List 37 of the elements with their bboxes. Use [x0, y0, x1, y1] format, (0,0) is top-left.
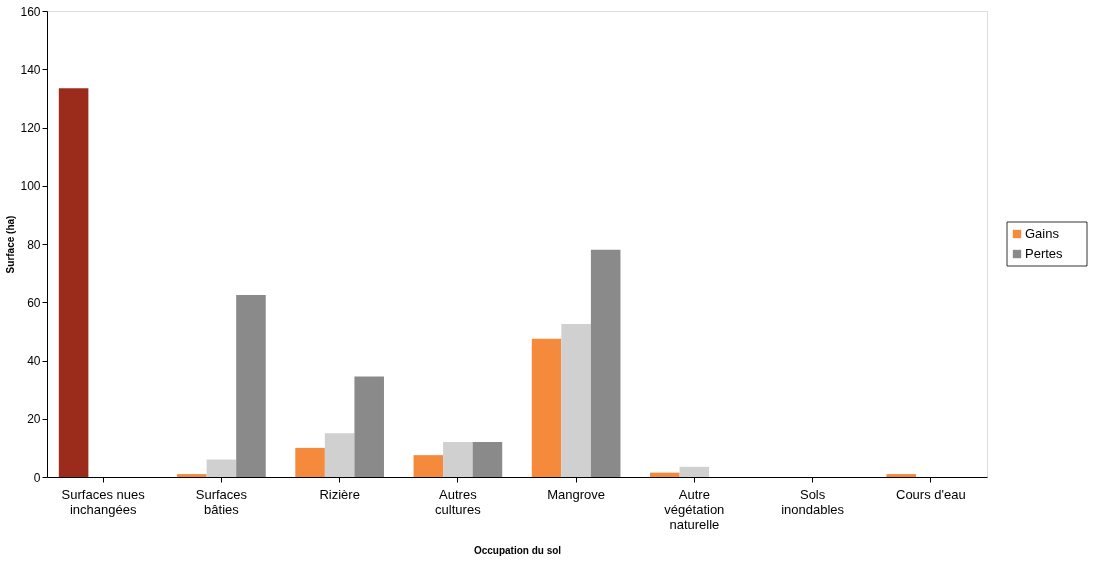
bar [413, 455, 444, 477]
bar [354, 376, 384, 477]
bar [295, 447, 325, 477]
y-tick-label: 120 [20, 121, 41, 135]
legend-label: Pertes [1025, 246, 1064, 261]
y-tick-label: 60 [27, 295, 41, 310]
bar [324, 433, 355, 477]
y-tick-label: 100 [20, 179, 41, 194]
y-tick-label: 80 [27, 237, 41, 252]
bar [236, 294, 266, 477]
bar [472, 442, 503, 477]
x-tick-label: Rizière [319, 486, 360, 502]
x-tick-label: Autre végétation naturelle [664, 486, 725, 532]
bar [443, 442, 473, 477]
bar [590, 249, 621, 477]
bar [177, 474, 207, 477]
bar [58, 88, 89, 477]
y-tick-label: 140 [20, 62, 41, 77]
x-tick-label: Sols inondables [781, 486, 845, 517]
y-axis-title: Surface (ha) [5, 215, 17, 274]
x-tick-label: Cours d'eau [895, 486, 966, 502]
bar [561, 324, 591, 477]
legend-label: Gains [1025, 226, 1060, 241]
y-tick-label: 20 [27, 412, 41, 427]
y-tick-label: 40 [27, 354, 41, 368]
x-tick-label: Autres cultures [435, 486, 482, 517]
bar [650, 472, 680, 477]
y-tick-label: 160 [20, 4, 41, 19]
bar [531, 338, 562, 477]
y-tick-label: 0 [33, 470, 41, 485]
bar [206, 459, 237, 477]
x-axis-title: Occupation du sol [473, 544, 562, 556]
bar [679, 466, 710, 477]
bar [886, 474, 917, 477]
x-tick-label: Surfaces nues inchangées [61, 486, 146, 517]
x-tick-label: Mangrove [547, 486, 606, 502]
x-tick-label: Surfaces bâties [195, 486, 248, 517]
